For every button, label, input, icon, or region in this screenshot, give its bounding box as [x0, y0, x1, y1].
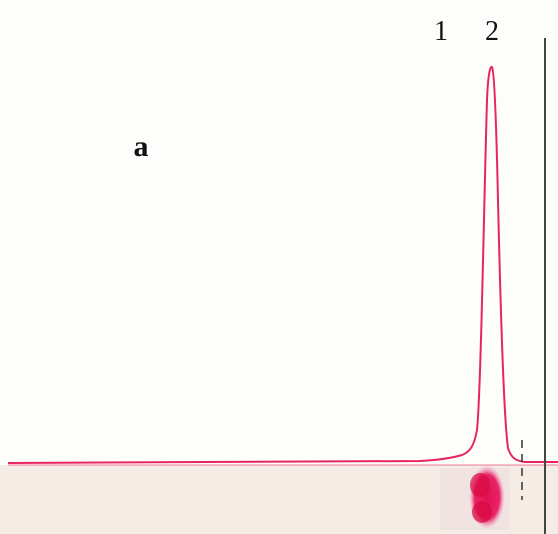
- peak-label: 2: [485, 16, 499, 47]
- panel-label: a: [134, 130, 149, 163]
- peak-label: 1: [434, 16, 448, 47]
- densitogram-figure: a 1 2: [0, 0, 558, 534]
- background: [0, 0, 558, 534]
- stained-band-core: [470, 473, 490, 497]
- stained-band-core: [472, 501, 492, 523]
